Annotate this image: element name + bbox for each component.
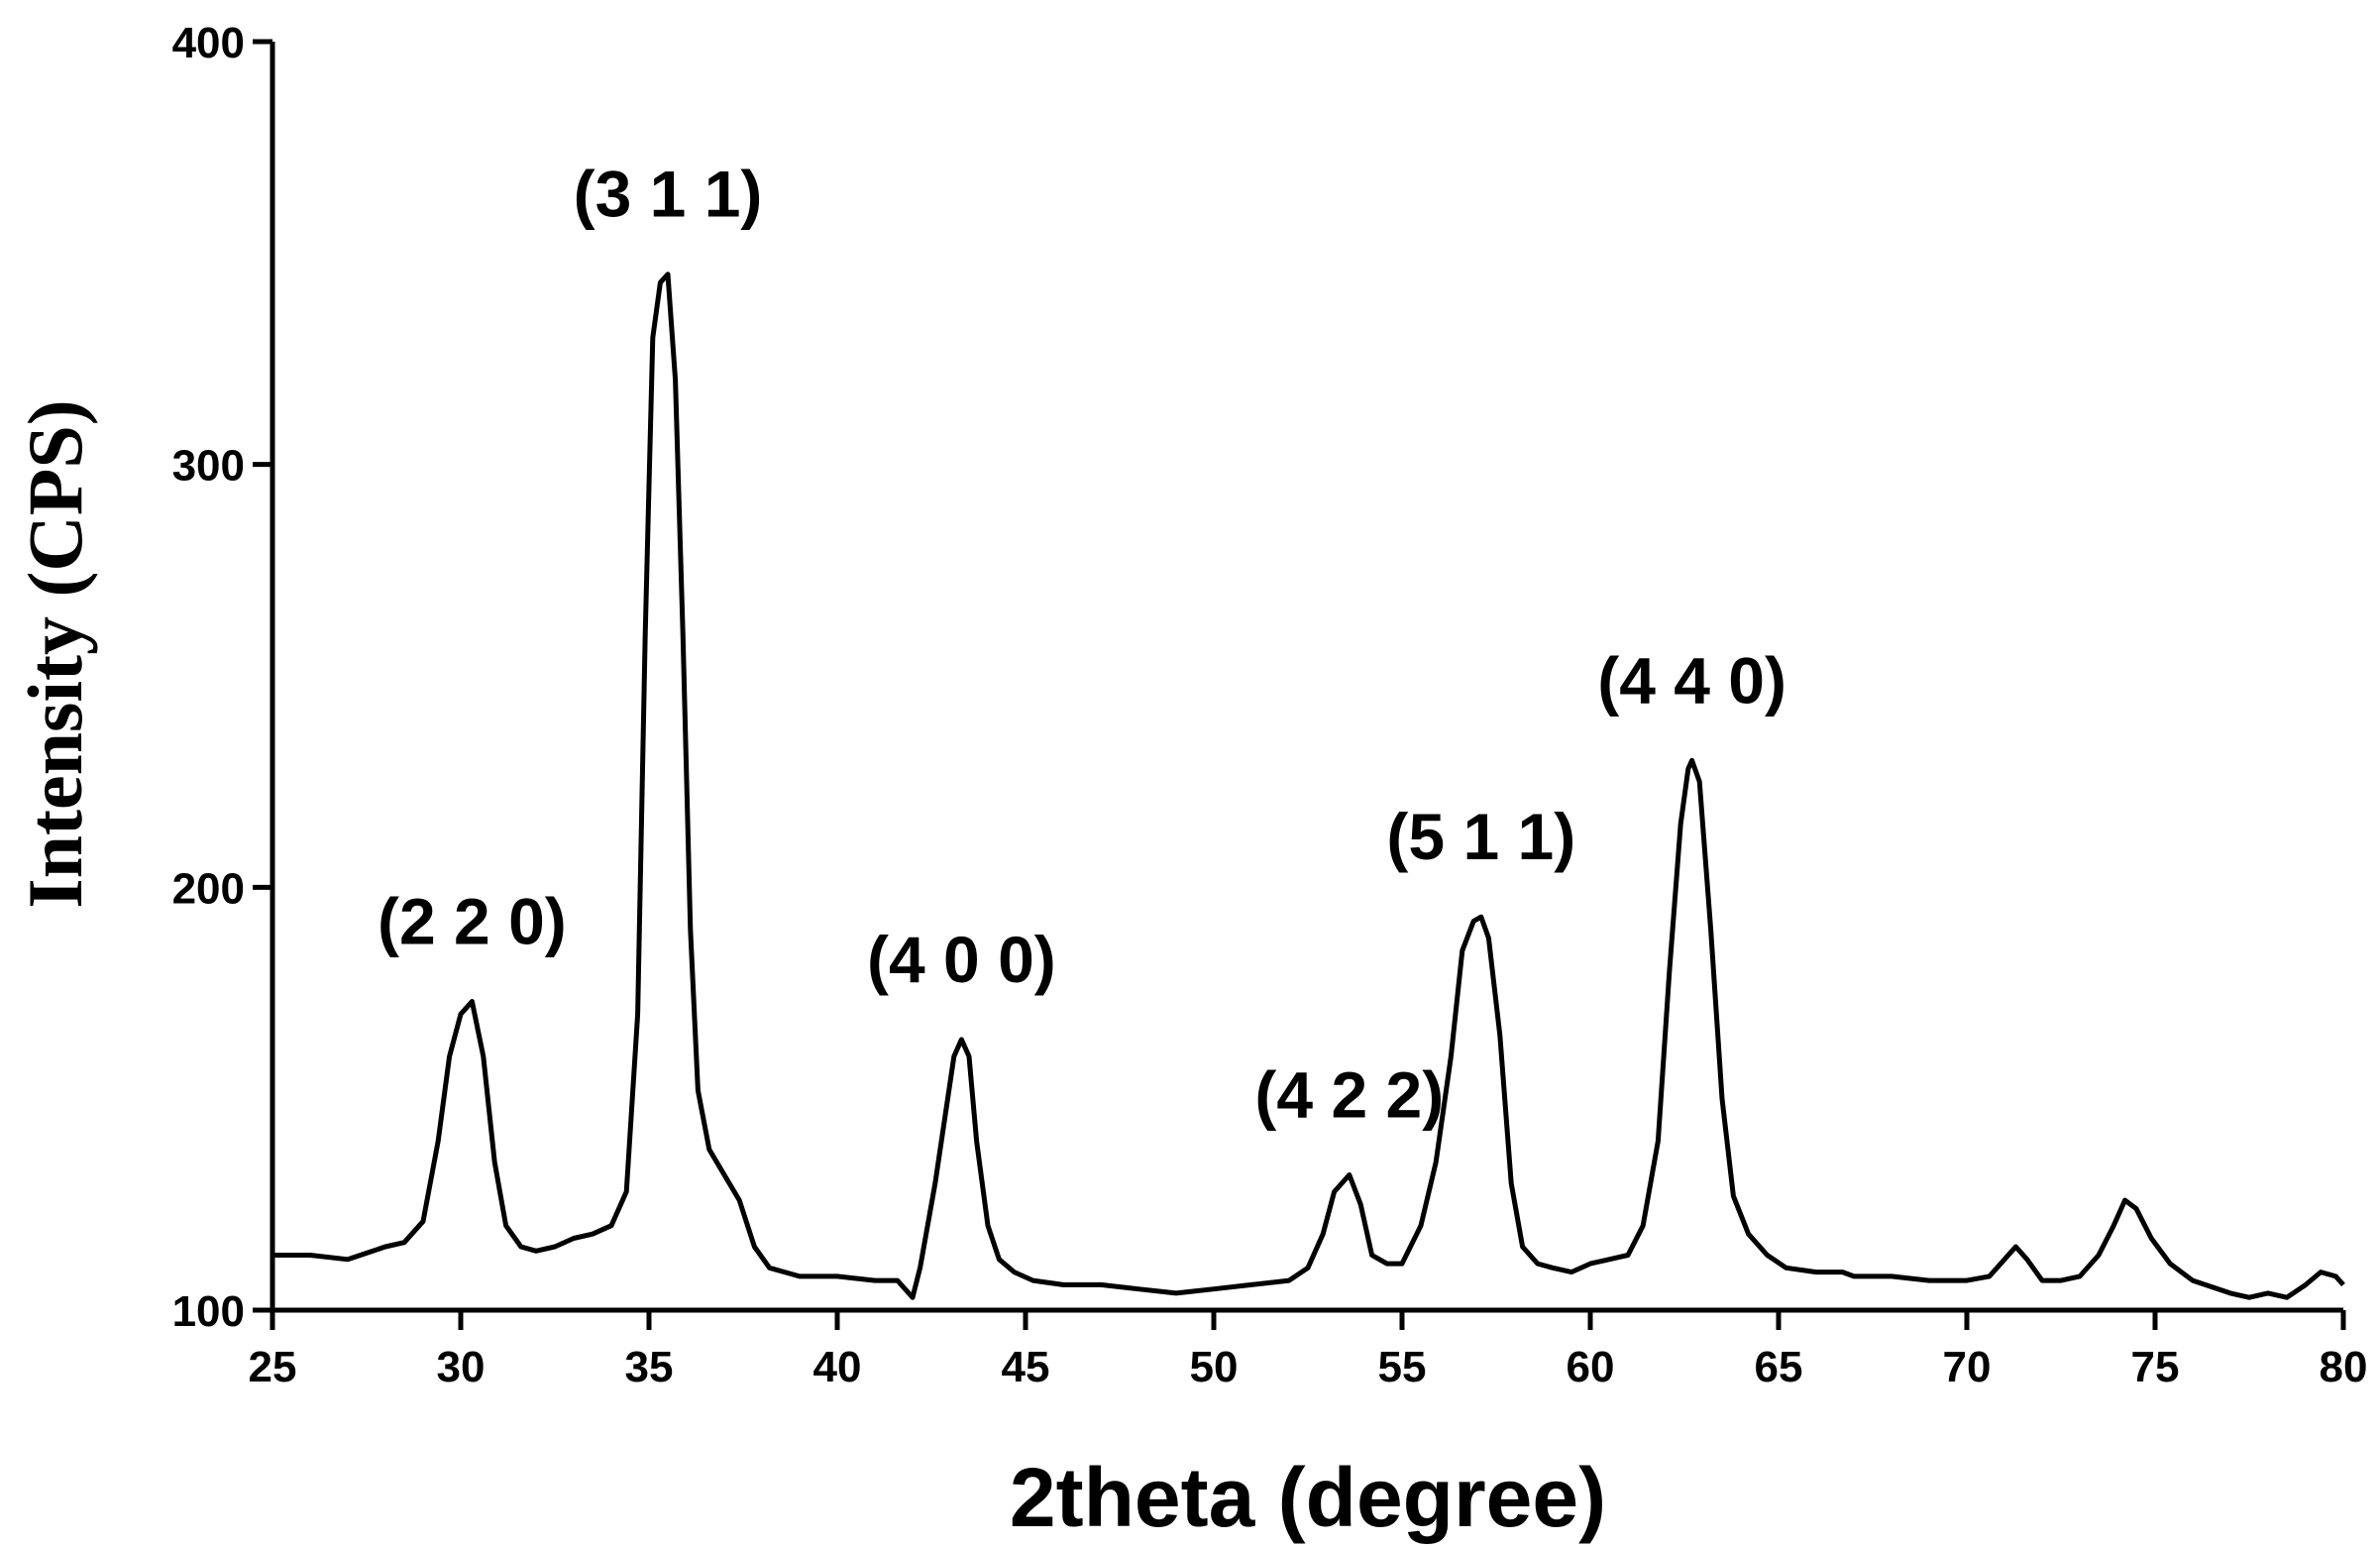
x-tick-label: 55 (1378, 1343, 1427, 1391)
peak-label: (4 2 2) (1254, 1057, 1444, 1131)
peak-annotations: (2 2 0) (3 1 1) (4 0 0) (4 2 2) (5 1 1) (4 4 … (378, 158, 1786, 1132)
x-tick-label: 40 (813, 1343, 862, 1391)
y-tick-label: 300 (172, 442, 245, 491)
x-tick-label: 75 (2131, 1343, 2180, 1391)
y-tick-label: 200 (172, 864, 245, 913)
y-axis-ticks: 100 200 300 400 (172, 19, 272, 1336)
x-tick-label: 25 (249, 1343, 297, 1391)
peak-label: (2 2 0) (378, 885, 567, 958)
series-line (272, 272, 2345, 1300)
x-tick-label: 70 (1943, 1343, 1992, 1391)
x-tick-label: 45 (1002, 1343, 1050, 1391)
peak-label: (4 0 0) (867, 923, 1056, 996)
y-tick-label: 400 (172, 19, 245, 67)
x-tick-label: 30 (437, 1343, 486, 1391)
y-tick-label: 100 (172, 1287, 245, 1336)
peak-label: (5 1 1) (1386, 800, 1575, 873)
axes: 25 30 35 40 45 50 55 60 65 70 75 80 100 200 300 400 (172, 19, 2368, 1391)
x-axis-label: 2theta (degree) (1010, 1451, 1606, 1544)
x-tick-label: 60 (1567, 1343, 1615, 1391)
x-axis-ticks: 25 30 35 40 45 50 55 60 65 70 75 80 (249, 1310, 2368, 1391)
x-tick-label: 35 (625, 1343, 674, 1391)
x-tick-label: 50 (1190, 1343, 1239, 1391)
x-tick-label: 80 (2320, 1343, 2368, 1391)
x-tick-label: 65 (1755, 1343, 1803, 1391)
peak-label: (4 4 0) (1597, 643, 1786, 717)
peak-label: (3 1 1) (574, 158, 763, 231)
y-axis-label: Intensity (CPS) (12, 399, 98, 909)
